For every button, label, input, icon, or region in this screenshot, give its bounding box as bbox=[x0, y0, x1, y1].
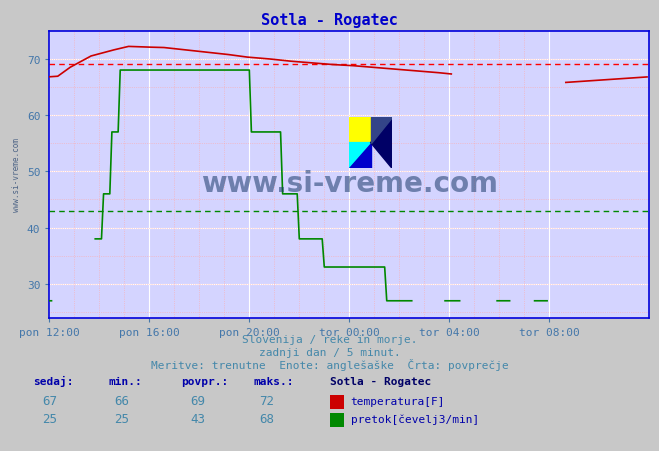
Polygon shape bbox=[370, 118, 392, 169]
Text: 67: 67 bbox=[42, 394, 57, 407]
Text: min.:: min.: bbox=[109, 376, 142, 386]
Text: temperatura[F]: temperatura[F] bbox=[351, 396, 445, 405]
Text: 69: 69 bbox=[190, 394, 205, 407]
Polygon shape bbox=[370, 118, 392, 143]
Text: Slovenija / reke in morje.: Slovenija / reke in morje. bbox=[242, 334, 417, 344]
Text: 68: 68 bbox=[260, 412, 274, 425]
Text: www.si-vreme.com: www.si-vreme.com bbox=[201, 170, 498, 198]
Text: sedaj:: sedaj: bbox=[33, 375, 73, 386]
Text: www.si-vreme.com: www.si-vreme.com bbox=[12, 138, 21, 212]
Text: 43: 43 bbox=[190, 412, 205, 425]
Text: zadnji dan / 5 minut.: zadnji dan / 5 minut. bbox=[258, 348, 401, 358]
Text: maks.:: maks.: bbox=[254, 376, 294, 386]
Text: 72: 72 bbox=[260, 394, 274, 407]
Text: 66: 66 bbox=[115, 394, 129, 407]
Text: povpr.:: povpr.: bbox=[181, 376, 229, 386]
Bar bbox=[349, 118, 370, 143]
Polygon shape bbox=[349, 143, 370, 169]
Text: 25: 25 bbox=[42, 412, 57, 425]
Polygon shape bbox=[349, 143, 370, 169]
Text: 25: 25 bbox=[115, 412, 129, 425]
Text: Sotla - Rogatec: Sotla - Rogatec bbox=[330, 376, 431, 386]
Text: pretok[čevelj3/min]: pretok[čevelj3/min] bbox=[351, 413, 479, 423]
Text: Meritve: trenutne  Enote: anglešaške  Črta: povprečje: Meritve: trenutne Enote: anglešaške Črta… bbox=[151, 359, 508, 370]
Text: Sotla - Rogatec: Sotla - Rogatec bbox=[261, 13, 398, 28]
